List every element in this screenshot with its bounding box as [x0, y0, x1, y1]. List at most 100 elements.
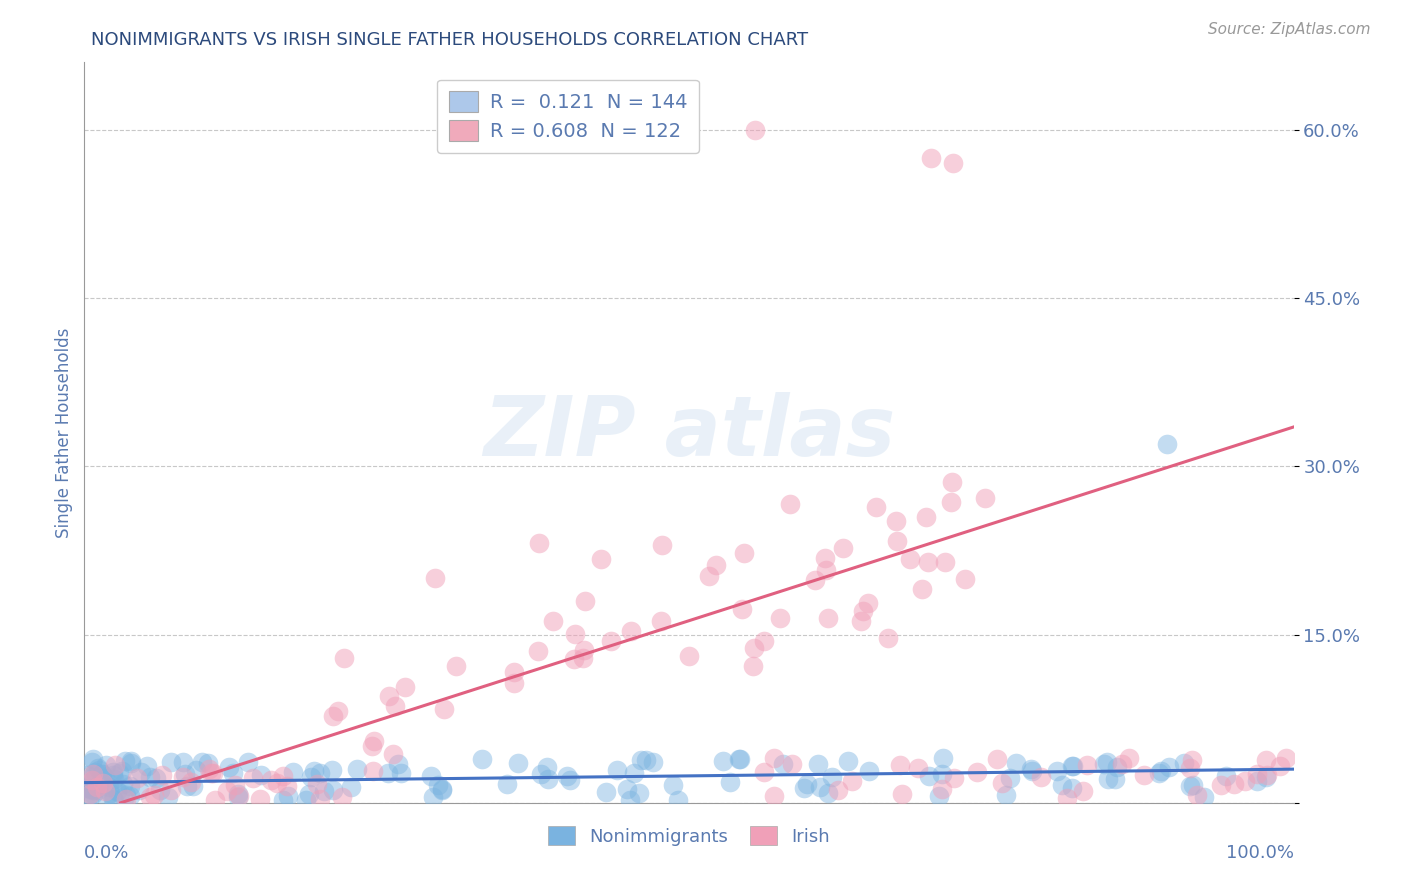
Point — [1029, 770, 1052, 784]
Point — [176, 779, 198, 793]
Point — [238, 756, 260, 770]
Point — [201, 765, 224, 780]
Point — [733, 546, 755, 560]
Point — [312, 784, 335, 798]
Point — [80, 781, 103, 796]
Point — [772, 757, 794, 772]
Point — [82, 788, 104, 802]
Point — [152, 767, 174, 781]
Point — [915, 510, 938, 524]
Point — [932, 751, 955, 765]
Point — [101, 792, 124, 806]
Legend: Nonimmigrants, Irish: Nonimmigrants, Irish — [540, 819, 838, 853]
Point — [600, 633, 623, 648]
Point — [1209, 778, 1232, 792]
Point — [754, 633, 776, 648]
Point — [911, 582, 934, 597]
Point — [157, 789, 180, 804]
Point — [266, 776, 288, 790]
Point — [1092, 756, 1115, 771]
Point — [606, 763, 628, 777]
Point — [145, 771, 167, 785]
Point — [1097, 772, 1119, 786]
Point — [858, 764, 880, 778]
Point — [886, 534, 908, 549]
Point — [80, 773, 103, 788]
Point — [1185, 788, 1208, 802]
Point — [172, 755, 194, 769]
Point — [82, 767, 104, 781]
Point — [808, 780, 831, 794]
Point — [502, 676, 524, 690]
Point — [711, 754, 734, 768]
Point — [394, 680, 416, 694]
Point — [471, 752, 494, 766]
Point — [1056, 791, 1078, 805]
Point — [541, 614, 564, 628]
Point — [650, 614, 672, 628]
Point — [990, 776, 1012, 790]
Point — [384, 699, 406, 714]
Point — [128, 782, 150, 797]
Point — [82, 751, 104, 765]
Point — [662, 778, 685, 792]
Point — [115, 788, 138, 802]
Point — [86, 780, 108, 795]
Point — [769, 611, 792, 625]
Point — [309, 765, 332, 780]
Point — [281, 765, 304, 780]
Point — [139, 770, 162, 784]
Point — [508, 756, 530, 770]
Point — [77, 791, 100, 805]
Point — [796, 777, 818, 791]
Point — [1178, 779, 1201, 793]
Point — [889, 757, 911, 772]
Point — [817, 611, 839, 625]
Point — [87, 778, 110, 792]
Point — [934, 555, 956, 569]
Point — [346, 762, 368, 776]
Point — [387, 757, 409, 772]
Point — [619, 792, 641, 806]
Point — [1118, 751, 1140, 765]
Point — [217, 784, 239, 798]
Point — [80, 783, 103, 797]
Point — [1159, 759, 1181, 773]
Point — [831, 541, 853, 556]
Point — [321, 763, 343, 777]
Point — [998, 772, 1021, 786]
Point — [98, 786, 121, 800]
Point — [955, 573, 977, 587]
Point — [837, 754, 859, 768]
Point — [142, 788, 165, 802]
Point — [76, 792, 98, 806]
Point — [339, 780, 361, 794]
Point — [226, 789, 249, 804]
Point — [636, 753, 658, 767]
Point — [361, 764, 384, 778]
Point — [131, 765, 153, 780]
Point — [562, 652, 585, 666]
Point — [107, 766, 129, 780]
Point — [1180, 761, 1202, 775]
Point — [849, 615, 872, 629]
Point — [1156, 437, 1178, 451]
Point — [728, 752, 751, 766]
Point — [422, 789, 444, 804]
Point — [91, 766, 114, 780]
Point — [330, 790, 353, 805]
Y-axis label: Single Father Households: Single Father Households — [55, 327, 73, 538]
Point — [728, 752, 751, 766]
Point — [931, 767, 953, 781]
Point — [527, 644, 550, 658]
Point — [1173, 756, 1195, 770]
Point — [856, 596, 879, 610]
Point — [678, 648, 700, 663]
Point — [82, 772, 104, 787]
Point — [309, 792, 332, 806]
Point — [120, 754, 142, 768]
Point — [762, 789, 785, 803]
Point — [76, 767, 98, 781]
Point — [94, 771, 117, 785]
Point — [1192, 789, 1215, 804]
